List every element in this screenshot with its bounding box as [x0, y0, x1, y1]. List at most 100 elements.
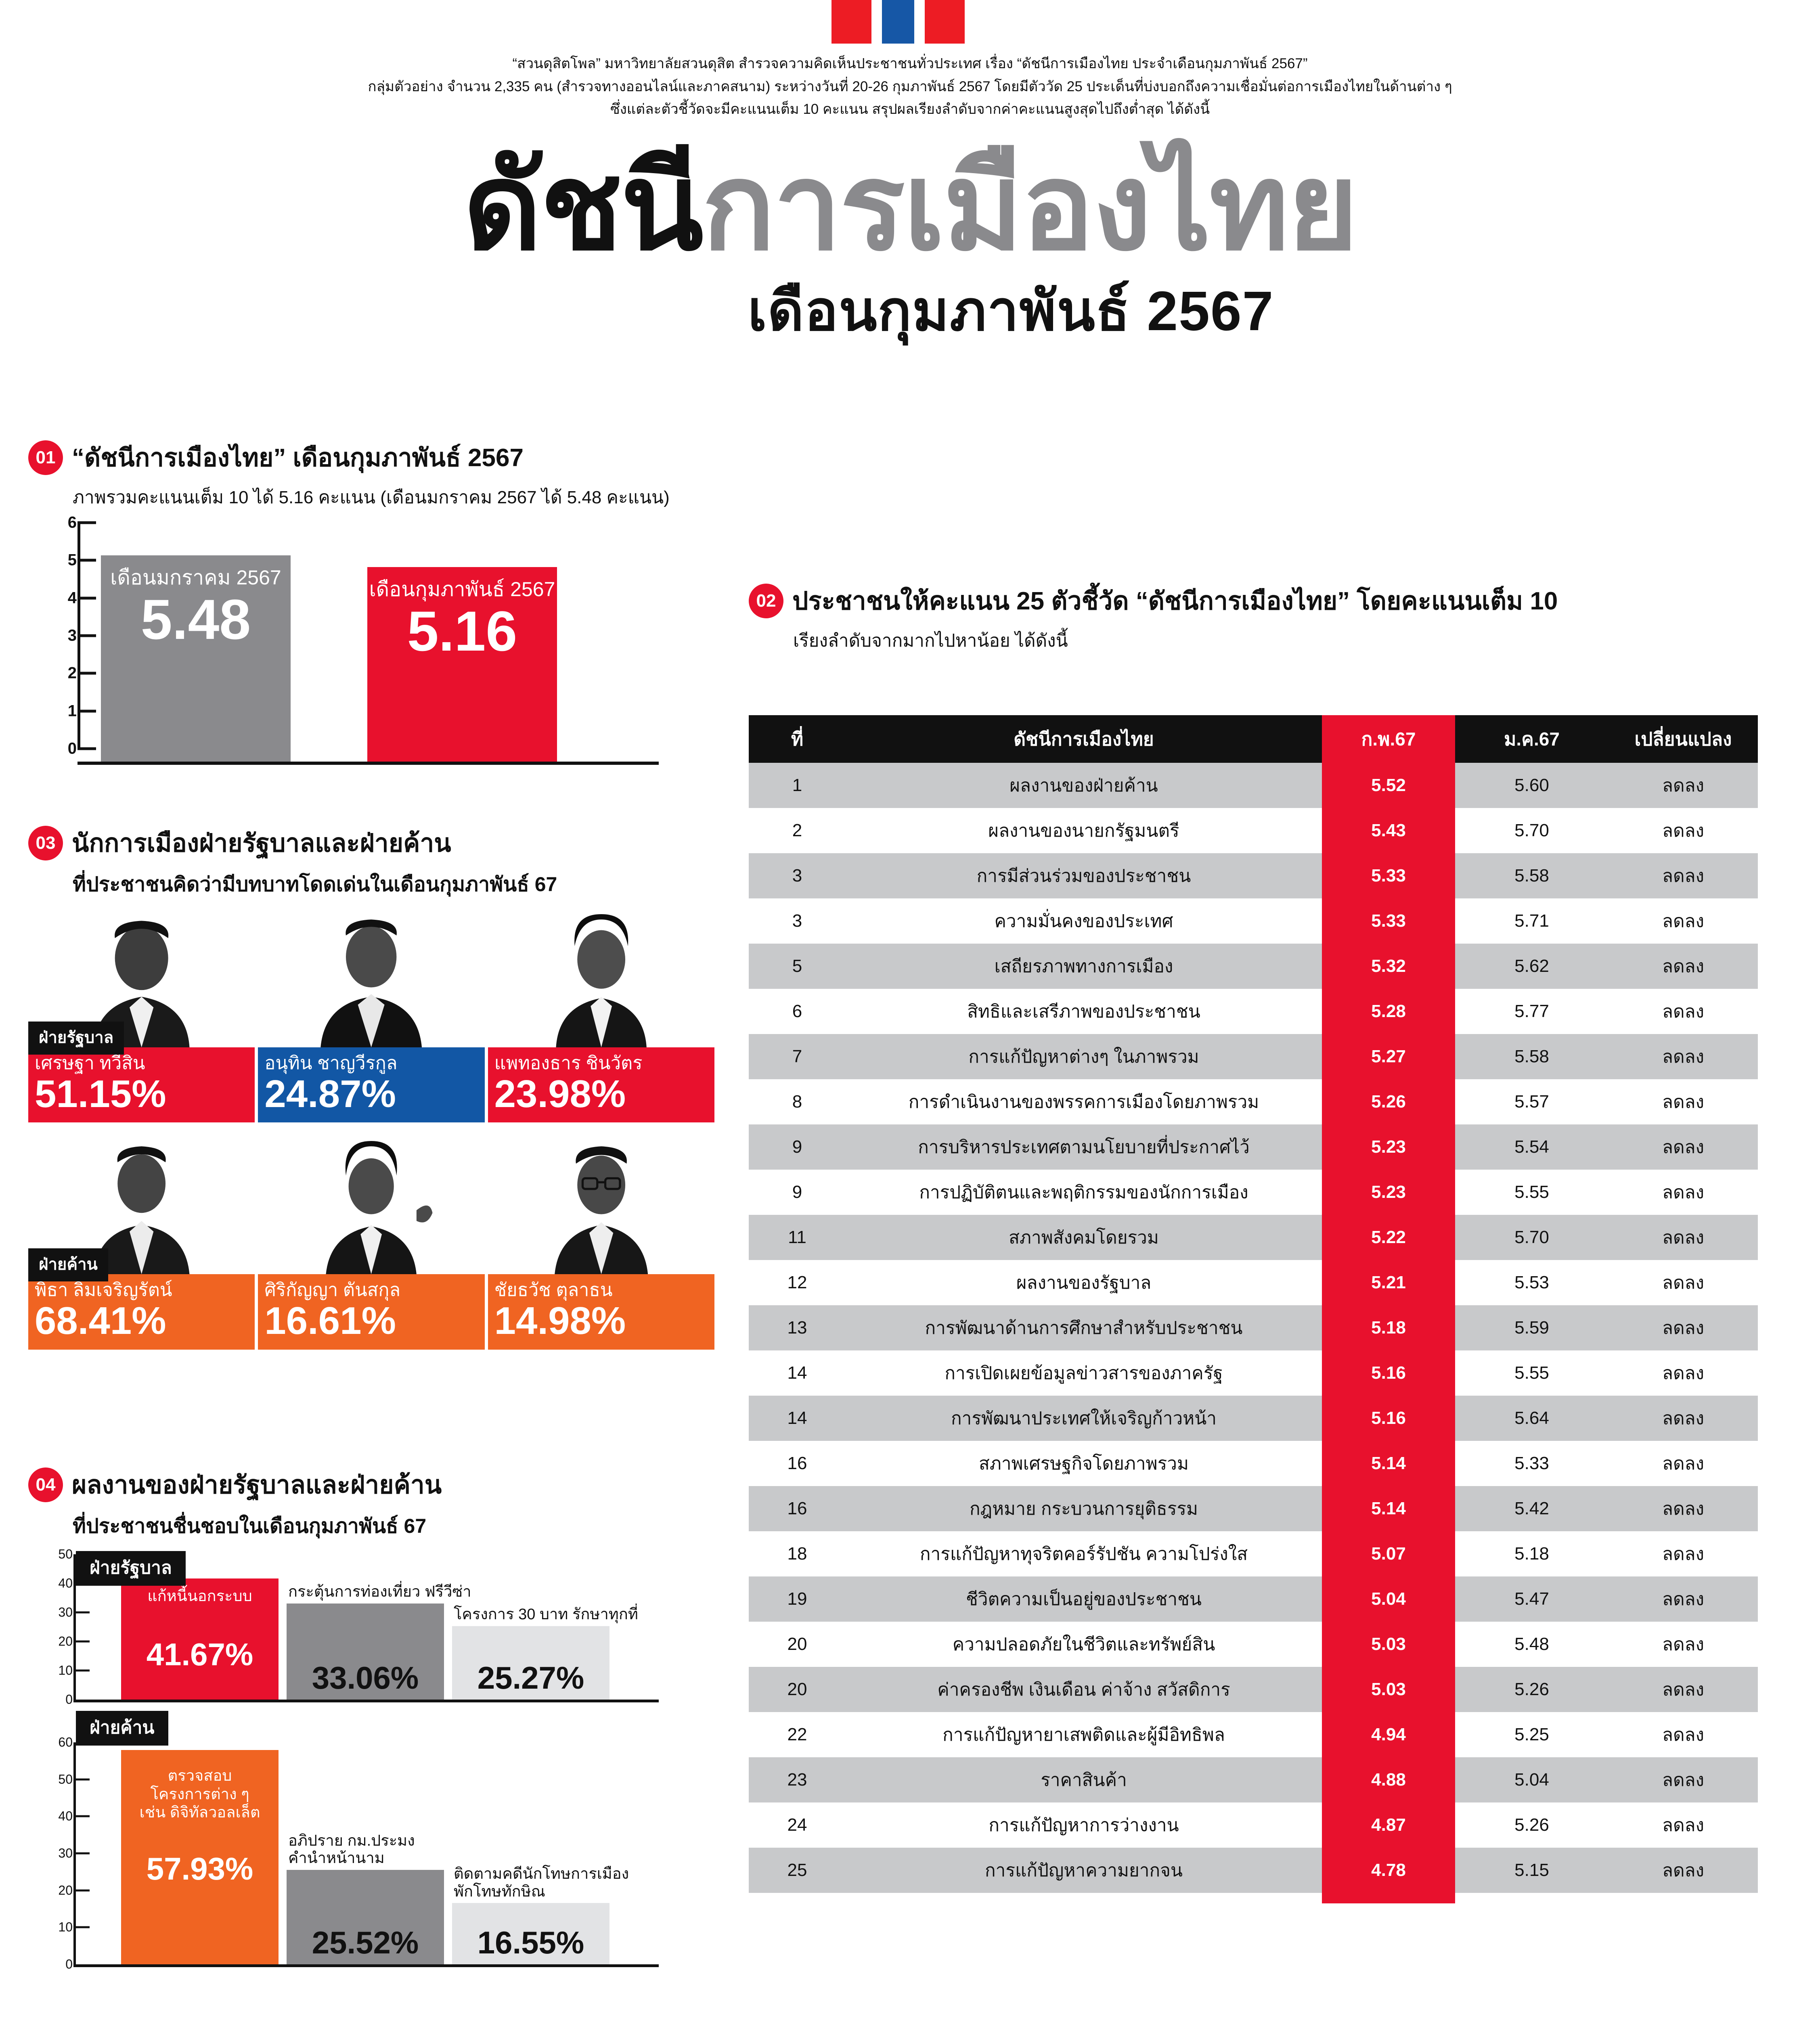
mc-opp-tickmark-10: [73, 1926, 90, 1928]
cell-indicator-name: ค่าครองชีพ เงินเดือน ค่าจ้าง สวัสดิการ: [937, 1680, 1230, 1700]
intro-line-3: ซึ่งแต่ละตัวชี้วัดจะมีคะแนนเต็ม 10 คะแนน…: [610, 101, 1210, 117]
mc-gov-tick-40: 40: [58, 1576, 73, 1591]
politician-card-5: ศิริกัญญา ตันสกุล 16.61%: [258, 1141, 485, 1350]
chart1-tickmark-5: [77, 559, 96, 562]
cell-indicator-name: ราคาสินค้า: [1041, 1770, 1127, 1790]
cell-indicator-name: การดำเนินงานของพรรคการเมืองโดยภาพรวม: [908, 1092, 1259, 1112]
cell-feb-score: 5.18: [1371, 1318, 1406, 1338]
bar-jan-label: เดือนมกราคม 2567: [110, 566, 281, 589]
cell-rank: 2: [792, 821, 802, 840]
cell-change: ลดลง: [1662, 821, 1704, 841]
politician-statbox-5: ศิริกัญญา ตันสกุล 16.61%: [258, 1274, 485, 1350]
mc-gov-caption-2: กระตุ้นการท่องเที่ยว ฟรีวีซ่า: [288, 1583, 471, 1601]
cell-feb-score: 5.43: [1371, 821, 1406, 840]
mc-gov-value-2: 33.06%: [312, 1660, 419, 1696]
section-02-title: ประชาชนให้คะแนน 25 ตัวชี้วัด “ดัชนีการเม…: [792, 587, 1558, 615]
cell-jan-score: 5.64: [1514, 1408, 1549, 1428]
table-row: 22 การแก้ปัญหายาเสพติดและผู้มีอิทธิพล 4.94…: [749, 1712, 1758, 1757]
mc-opp-tick-10: 10: [58, 1920, 73, 1934]
mc-opp-value-2: 25.52%: [312, 1924, 419, 1960]
chart1-x-axis-line: [77, 762, 659, 765]
opposition-works-chart: ฝ่ายค้าน 0 10 20 30 40 50 60 ตรวจสอบ โครงการต่าง…: [28, 1711, 714, 1972]
flag-stripe-red-left: [831, 0, 871, 44]
politician-stat-1: ฝ่ายรัฐบาล เศรษฐา ทวีสิน 51.15%: [28, 1022, 255, 1123]
title-gray-part: การเมืองไทย: [702, 139, 1359, 274]
table-row: 20 ค่าครองชีพ เงินเดือน ค่าจ้าง สวัสดิการ…: [749, 1667, 1758, 1712]
cell-feb-score: 4.78: [1371, 1860, 1406, 1880]
mc-gov-value-1: 41.67%: [146, 1636, 253, 1672]
mc-opp-x-axis-line: [73, 1964, 659, 1967]
chart1-tick-2: 2: [67, 664, 77, 682]
table-row: 9 การปฏิบัติตนและพฤติกรรมของนักการเมือง 5.…: [749, 1170, 1758, 1215]
section-02-badge: 02: [749, 584, 783, 618]
politician-statbox-6: ชัยธวัช ตุลาธน 14.98%: [488, 1274, 714, 1350]
politician-photo-6: [488, 1141, 714, 1275]
intro-line-1: “สวนดุสิตโพล” มหาวิทยาลัยสวนดุสิต สำรวจค…: [512, 56, 1308, 71]
cell-jan-score: 5.33: [1514, 1453, 1549, 1473]
cell-rank: 20: [787, 1679, 807, 1699]
cell-change: ลดลง: [1662, 1273, 1704, 1293]
cell-feb-score: 5.33: [1371, 911, 1406, 931]
chart1-y-axis: 0 1 2 3 4 5 6: [28, 514, 77, 758]
col-header-indicator: ดัชนีการเมืองไทย: [1014, 728, 1154, 749]
cell-rank: 14: [787, 1363, 807, 1383]
mc-gov-tick-20: 20: [58, 1634, 73, 1649]
cell-indicator-name: ความปลอดภัยในชีวิตและทรัพย์สิน: [952, 1635, 1215, 1654]
section-04-title: ผลงานของฝ่ายรัฐบาลและฝ่ายค้าน: [72, 1471, 442, 1499]
section-03-header: 03 นักการเมืองฝ่ายรัฐบาลและฝ่ายค้าน: [28, 823, 739, 863]
cell-change: ลดลง: [1662, 1725, 1704, 1745]
mc-opp-tickmark-40: [73, 1815, 90, 1817]
table-row: 1 ผลงานของฝ่ายค้าน 5.52 5.60 ลดลง: [749, 763, 1758, 808]
cell-change: ลดลง: [1662, 1363, 1704, 1383]
cell-rank: 1: [792, 775, 802, 795]
table-row: 14 การเปิดเผยข้อมูลข่าวสารของภาครัฐ 5.16 5.…: [749, 1350, 1758, 1396]
mc-gov-bar-1: แก้หนี้นอกระบบ 41.67%: [121, 1578, 279, 1700]
mc-gov-tickmark-10: [73, 1669, 90, 1672]
cell-change: ลดลง: [1662, 911, 1704, 931]
government-tag: ฝ่ายรัฐบาล: [28, 1022, 124, 1055]
mc-opp-bar-1: ตรวจสอบ โครงการต่าง ๆเช่น ดิจิทัลวอลเล็ต 5…: [121, 1750, 279, 1964]
mc-opp-tick-40: 40: [58, 1809, 73, 1823]
mc-opp-tickmark-50: [73, 1778, 90, 1781]
cell-jan-score: 5.70: [1514, 1227, 1549, 1247]
cell-indicator-name: กฎหมาย กระบวนการยุติธรรม: [970, 1499, 1198, 1519]
chart1-tick-5: 5: [67, 551, 77, 569]
cell-feb-score: 5.22: [1371, 1227, 1406, 1247]
mc-gov-bar1-inner-caption: แก้หนี้นอกระบบ: [147, 1587, 252, 1605]
cell-indicator-name: การพัฒนาด้านการศึกษาสำหรับประชาชน: [925, 1318, 1243, 1338]
cell-rank: 11: [788, 1227, 806, 1247]
cell-indicator-name: การแก้ปัญหายาเสพติดและผู้มีอิทธิพล: [942, 1725, 1225, 1745]
mc-gov-tickmark-30: [73, 1611, 90, 1614]
politician-card-6: ชัยธวัช ตุลาธน 14.98%: [488, 1141, 714, 1350]
cell-change: ลดลง: [1662, 1047, 1704, 1067]
cell-jan-score: 5.71: [1514, 911, 1549, 931]
mc-opp-tick-60: 60: [58, 1735, 73, 1750]
cell-rank: 3: [792, 911, 802, 931]
cell-feb-score: 5.33: [1371, 866, 1406, 885]
politician-stat-6: ชัยธวัช ตุลาธน 14.98%: [488, 1274, 714, 1350]
chart1-tick-1: 1: [67, 702, 77, 720]
cell-change: ลดลง: [1662, 1454, 1704, 1474]
section-01-subtitle: ภาพรวมคะแนนเต็ม 10 ได้ 5.16 คะแนน (เดือน…: [73, 488, 670, 507]
opposition-chart-tag: ฝ่ายค้าน: [76, 1711, 168, 1746]
section-03-subtitle: ที่ประชาชนคิดว่ามีบทบาทโดดเด่นในเดือนกุม…: [73, 873, 557, 896]
section-03-badge: 03: [28, 826, 63, 860]
cell-rank: 12: [787, 1273, 807, 1292]
table-row: 7 การแก้ปัญหาต่างๆ ในภาพรวม 5.27 5.58 ลดลง: [749, 1034, 1758, 1079]
col-header-feb: ก.พ.67: [1361, 728, 1416, 749]
cell-indicator-name: ผลงานของนายกรัฐมนตรี: [988, 821, 1179, 841]
mc-opp-value-1: 57.93%: [146, 1851, 253, 1886]
table-row: 3 การมีส่วนร่วมของประชาชน 5.33 5.58 ลดลง: [749, 853, 1758, 898]
intro-paragraph: “สวนดุสิตโพล” มหาวิทยาลัยสวนดุสิต สำรวจค…: [0, 52, 1820, 121]
cell-indicator-name: ชีวิตความเป็นอยู่ของประชาชน: [966, 1589, 1202, 1609]
opposition-tag: ฝ่ายค้าน: [28, 1248, 108, 1282]
chart1-tickmark-6: [77, 521, 96, 524]
table-header-row: ที่ ดัชนีการเมืองไทย ก.พ.67 ม.ค.67 เปลี่…: [749, 715, 1758, 763]
mc-gov-value-3: 25.27%: [477, 1660, 584, 1696]
cell-feb-score: 5.07: [1371, 1544, 1406, 1564]
cell-jan-score: 5.42: [1514, 1499, 1549, 1518]
opposition-politicians-row: ฝ่ายค้าน พิธา ลิ้มเจริญรัตน์ 68.41%: [28, 1141, 714, 1350]
cell-feb-score: 5.14: [1371, 1499, 1406, 1518]
cell-indicator-name: การบริหารประเทศตามนโยบายที่ประกาศไว้: [918, 1137, 1250, 1157]
politician-card-3: แพทองธาร ชินวัตร 23.98%: [488, 914, 714, 1123]
